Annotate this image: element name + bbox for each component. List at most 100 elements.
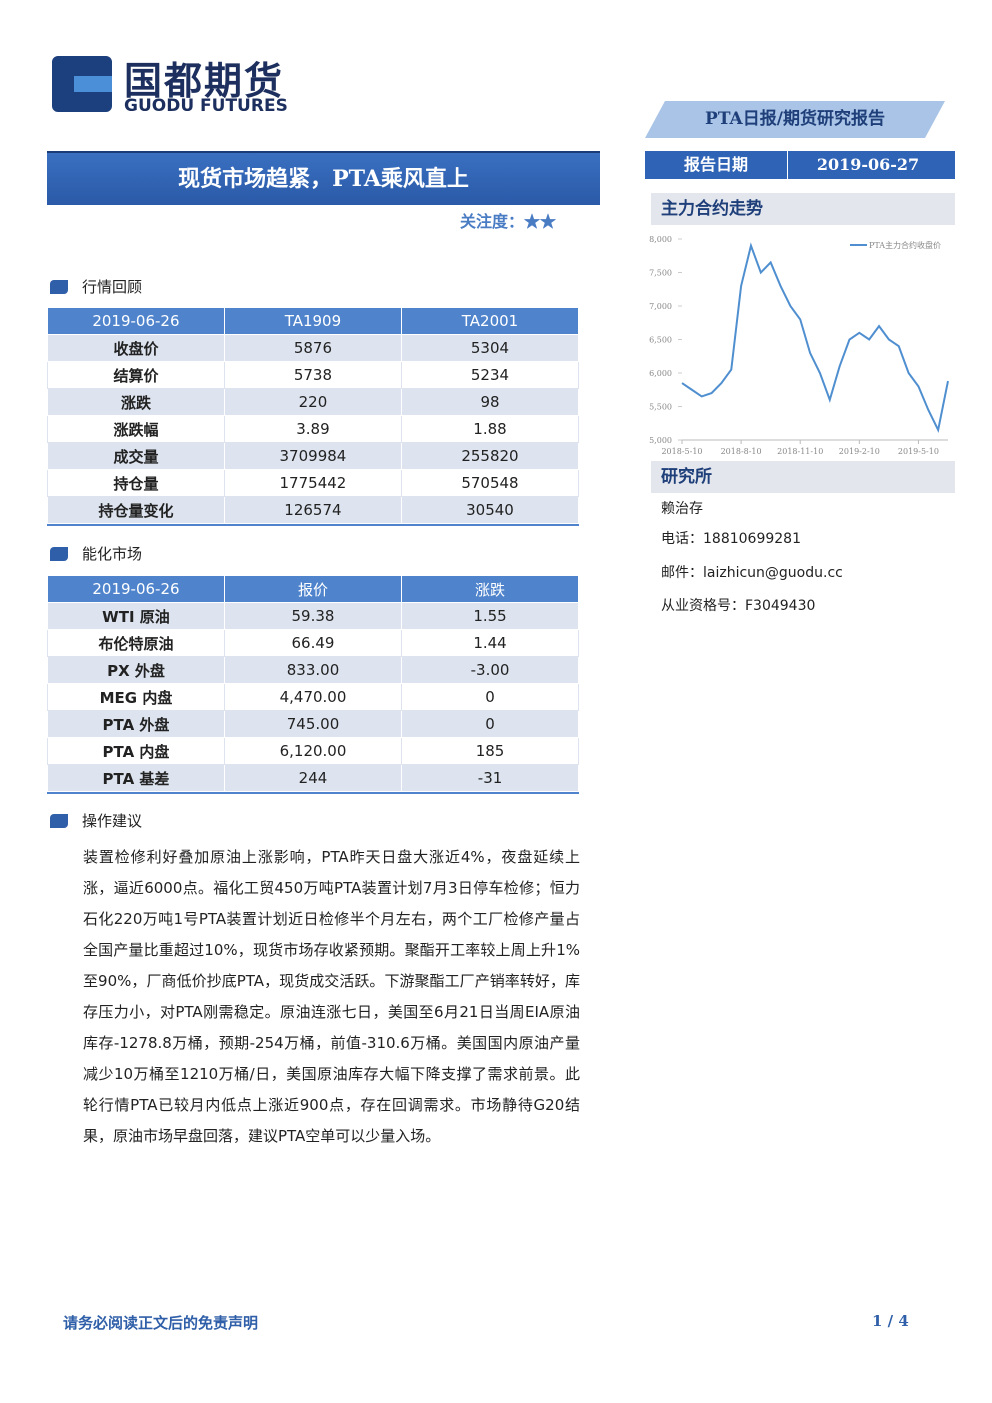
x-tick-label: 2019-2-10 bbox=[839, 447, 880, 456]
analyst: 赖治存 bbox=[661, 501, 703, 517]
x-tick-label: 2018-8-10 bbox=[721, 447, 762, 456]
x-tick-label: 2019-5-10 bbox=[898, 447, 939, 456]
table-row: 涨跌 220 98 bbox=[47, 388, 580, 416]
table-row: 收盘价 5876 5304 bbox=[47, 334, 580, 362]
logo-cn: 国都期货 bbox=[124, 59, 285, 103]
table-row: 持仓量变化 126574 30540 bbox=[47, 496, 580, 524]
table-row: MEG 内盘 4,470.00 0 bbox=[47, 683, 579, 711]
table-row: PX 外盘 833.00 -3.00 bbox=[47, 656, 579, 684]
table-cell: 570548 bbox=[400, 469, 580, 497]
dept-heading: 研究所 bbox=[651, 461, 955, 493]
table-cell: -31 bbox=[401, 764, 579, 792]
table-cell: 59.38 bbox=[223, 602, 403, 630]
table-cell: 收盘价 bbox=[47, 334, 225, 362]
table-row: PTA 外盘 745.00 0 bbox=[47, 710, 579, 738]
logo-icon bbox=[52, 56, 112, 112]
table-cell: 2019-06-26 bbox=[47, 575, 225, 603]
table-row: 结算价 5738 5234 bbox=[47, 361, 580, 389]
table-row: PTA 内盘 6,120.00 185 bbox=[47, 737, 579, 765]
table: 2019-06-26 报价 涨跌 WTI 原油 59.38 1.55 布伦特原油 66.49 1… bbox=[47, 575, 579, 792]
table-cell: 1.88 bbox=[400, 415, 580, 443]
table-cell: 833.00 bbox=[223, 656, 403, 684]
section-title: 行情回顾 bbox=[82, 278, 143, 296]
table-cell: PX 外盘 bbox=[47, 656, 225, 684]
table-cell: WTI 原油 bbox=[47, 602, 225, 630]
logo-en: GUODU FUTURES bbox=[124, 96, 288, 116]
y-tick-label: 8,000 bbox=[649, 235, 672, 244]
focus-rating: 关注度：★★ bbox=[460, 212, 557, 231]
section-heading: 行情回顾 bbox=[50, 276, 142, 297]
phone: 电话：18810699281 bbox=[661, 531, 801, 547]
table-cell: 255820 bbox=[400, 442, 580, 470]
table-row: 成交量 3709984 255820 bbox=[47, 442, 580, 470]
section-title: 能化市场 bbox=[82, 545, 143, 563]
table-cell: 1.55 bbox=[401, 602, 579, 630]
table-cell: 3709984 bbox=[223, 442, 402, 470]
table-cell: 涨跌 bbox=[401, 575, 579, 603]
table-cell: 报价 bbox=[223, 575, 403, 603]
table-row: 涨跌幅 3.89 1.88 bbox=[47, 415, 580, 443]
table-cell: PTA 基差 bbox=[47, 764, 225, 792]
y-tick-label: 7,500 bbox=[649, 269, 672, 278]
table-cell: PTA 内盘 bbox=[47, 737, 225, 765]
table-cell: 1.44 bbox=[401, 629, 579, 657]
chart-heading: 主力合约走势 bbox=[651, 193, 955, 225]
section-heading: 操作建议 bbox=[50, 810, 142, 831]
y-tick-label: 6,000 bbox=[649, 369, 672, 378]
x-tick-label: 2018-5-10 bbox=[661, 447, 702, 456]
table-cell: 745.00 bbox=[223, 710, 403, 738]
legend-label: PTA主力合约收盘价 bbox=[869, 240, 941, 250]
table-cell: 4,470.00 bbox=[223, 683, 403, 711]
table-cell: 持仓量变化 bbox=[47, 496, 225, 524]
date-label: 报告日期 bbox=[645, 151, 788, 179]
table-row: 2019-06-26 报价 涨跌 bbox=[47, 575, 579, 603]
date: 2019-06-27 bbox=[816, 155, 920, 174]
table-cell: 成交量 bbox=[47, 442, 225, 470]
table-cell: 98 bbox=[400, 388, 580, 416]
page-number: 1 / 4 bbox=[872, 1312, 909, 1330]
section-heading: 能化市场 bbox=[50, 543, 142, 564]
table-cell: 185 bbox=[401, 737, 579, 765]
table-cell: MEG 内盘 bbox=[47, 683, 225, 711]
chart: 5,000 5,500 6,000 6,500 7,000 7,500 8,000 2018-… bbox=[649, 235, 949, 456]
table-cell: 6,120.00 bbox=[223, 737, 403, 765]
table-cell: 66.49 bbox=[223, 629, 403, 657]
report-title: 现货市场趋紧，PTA乘风直上 bbox=[47, 151, 600, 205]
table-cell: TA1909 bbox=[223, 307, 402, 335]
table-cell: 126574 bbox=[223, 496, 402, 524]
table-cell: 0 bbox=[401, 683, 579, 711]
table-cell: 5738 bbox=[223, 361, 402, 389]
table-cell: 5876 bbox=[223, 334, 402, 362]
advice-text: 装置检修利好叠加原油上涨影响，PTA昨天日盘大涨近4%，夜盘延续上涨，逼近600… bbox=[83, 848, 580, 1145]
table-cell: TA2001 bbox=[400, 307, 580, 335]
table-cell: 结算价 bbox=[47, 361, 225, 389]
table-row: WTI 原油 59.38 1.55 bbox=[47, 602, 579, 630]
date-bar: 报告日期 2019-06-27 bbox=[645, 151, 955, 179]
table-cell: 涨跌 bbox=[47, 388, 225, 416]
y-tick-label: 6,500 bbox=[649, 336, 672, 345]
table-cell: 30540 bbox=[400, 496, 580, 524]
table-row: PTA 基差 244 -31 bbox=[47, 764, 579, 792]
price-line bbox=[681, 242, 949, 434]
table-cell: 2019-06-26 bbox=[47, 307, 225, 335]
table-cell: -3.00 bbox=[401, 656, 579, 684]
table-cell: 5234 bbox=[400, 361, 580, 389]
license: 从业资格号：F3049430 bbox=[661, 598, 816, 614]
table-cell: 220 bbox=[223, 388, 402, 416]
y-tick-label: 5,500 bbox=[649, 403, 672, 412]
table-cell: 布伦特原油 bbox=[47, 629, 225, 657]
y-tick-label: 5,000 bbox=[649, 436, 672, 445]
x-tick-label: 2018-11-10 bbox=[777, 447, 823, 456]
section-title: 操作建议 bbox=[82, 812, 143, 830]
email: 邮件：laizhicun@guodu.cc bbox=[661, 565, 843, 581]
energy-table: 2019-06-26 报价 涨跌 WTI 原油 59.38 1.55 布伦特原油 66.49 1… bbox=[47, 575, 579, 794]
table-cell: 1775442 bbox=[223, 469, 402, 497]
table-cell: PTA 外盘 bbox=[47, 710, 225, 738]
table-cell: 244 bbox=[223, 764, 403, 792]
table: 2019-06-26 TA1909 TA2001 收盘价 5876 5304 结算价 5738… bbox=[47, 307, 580, 524]
y-tick-label: 7,000 bbox=[649, 302, 672, 311]
table-row: 2019-06-26 TA1909 TA2001 bbox=[47, 307, 580, 335]
table-row: 布伦特原油 66.49 1.44 bbox=[47, 629, 579, 657]
table-cell: 5304 bbox=[400, 334, 580, 362]
